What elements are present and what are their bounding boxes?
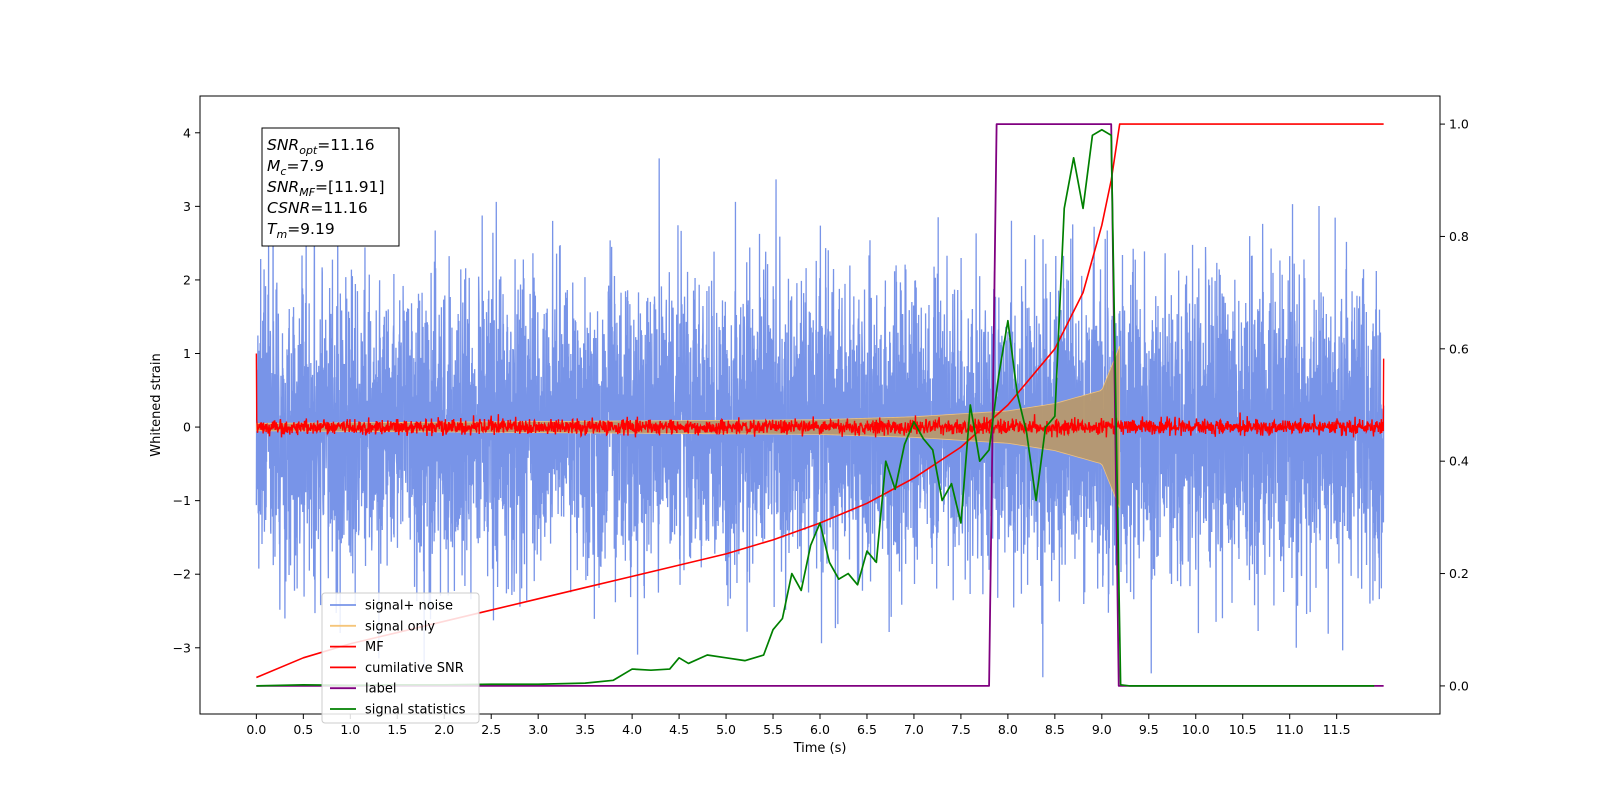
x-tick-label: 9.5	[1139, 722, 1159, 737]
annotation-line: Mc=7.9	[267, 157, 324, 178]
axis-ticks: 0.0 0.5 1.0 1.5 2.0 2.5 3.0 3.5 4.0 4.5 5.0 5.5 6.0 6…	[173, 117, 1469, 737]
x-tick-label: 1.5	[387, 722, 407, 737]
x-tick-label: 8.5	[1045, 722, 1065, 737]
x-tick-label: 5.0	[716, 722, 736, 737]
annotation-line: SNRMF=[11.91]	[267, 178, 385, 199]
legend-label: cumilative SNR	[365, 661, 464, 676]
y2-tick-label: 0.0	[1449, 678, 1469, 693]
legend-label: signal only	[365, 619, 435, 634]
x-tick-label: 4.0	[622, 722, 642, 737]
series-signal-statistics	[256, 128, 1375, 687]
x-tick-label: 10.0	[1182, 722, 1210, 737]
x-tick-label: 1.0	[340, 722, 360, 737]
legend-label: label	[365, 682, 396, 697]
annotation-frame	[261, 127, 400, 247]
x-tick-label: 7.0	[904, 722, 924, 737]
x-tick-label: 3.5	[575, 722, 595, 737]
x-tick-label: 3.0	[528, 722, 548, 737]
legend-label: signal statistics	[365, 703, 466, 718]
x-tick-label: 6.0	[810, 722, 830, 737]
annotation-line: Tm=9.19	[267, 220, 335, 241]
y2-tick-label: 0.6	[1449, 341, 1469, 356]
y-tick-label: −3	[173, 640, 191, 655]
legend-label: signal+ noise	[365, 599, 453, 614]
y-tick-label: 0	[183, 420, 191, 435]
annotation-box: SNRopt=11.16Mc=7.9SNRMF=[11.91]CSNR=11.1…	[261, 127, 400, 247]
x-tick-label: 8.0	[998, 722, 1018, 737]
y-tick-label: 4	[183, 125, 191, 140]
x-tick-label: 4.5	[669, 722, 689, 737]
y-tick-label: 2	[183, 272, 191, 287]
series-mf	[255, 353, 1385, 439]
y2-tick-label: 0.2	[1449, 566, 1469, 581]
x-tick-label: 0.0	[246, 722, 266, 737]
y2-tick-label: 0.4	[1449, 454, 1469, 469]
y2-tick-label: 1.0	[1449, 117, 1469, 132]
x-tick-label: 2.0	[434, 722, 454, 737]
legend-frame	[321, 592, 480, 724]
x-tick-label: 5.5	[763, 722, 783, 737]
x-tick-label: 6.5	[857, 722, 877, 737]
x-tick-label: 2.5	[481, 722, 501, 737]
x-tick-label: 9.0	[1092, 722, 1112, 737]
y-tick-label: 1	[183, 346, 191, 361]
plot-area	[255, 123, 1385, 687]
y-axis-label: Whitened strain	[149, 353, 164, 456]
y-tick-label: 3	[183, 199, 191, 214]
x-tick-label: 0.5	[293, 722, 313, 737]
y-tick-label: −1	[173, 493, 191, 508]
x-tick-label: 11.0	[1276, 722, 1304, 737]
y-tick-label: −2	[173, 567, 191, 582]
y2-tick-label: 0.8	[1449, 229, 1469, 244]
annotation-line: SNRopt=11.16	[267, 136, 375, 157]
series-signal-noise	[255, 151, 1385, 678]
legend: signal+ noise signal only MF cumilative SNR…	[321, 592, 480, 724]
x-tick-label: 10.5	[1229, 722, 1257, 737]
x-tick-label: 7.5	[951, 722, 971, 737]
x-axis-label: Time (s)	[793, 741, 847, 756]
x-tick-label: 11.5	[1323, 722, 1351, 737]
annotation-line: CSNR=11.16	[267, 199, 368, 217]
legend-label: MF	[365, 640, 384, 655]
